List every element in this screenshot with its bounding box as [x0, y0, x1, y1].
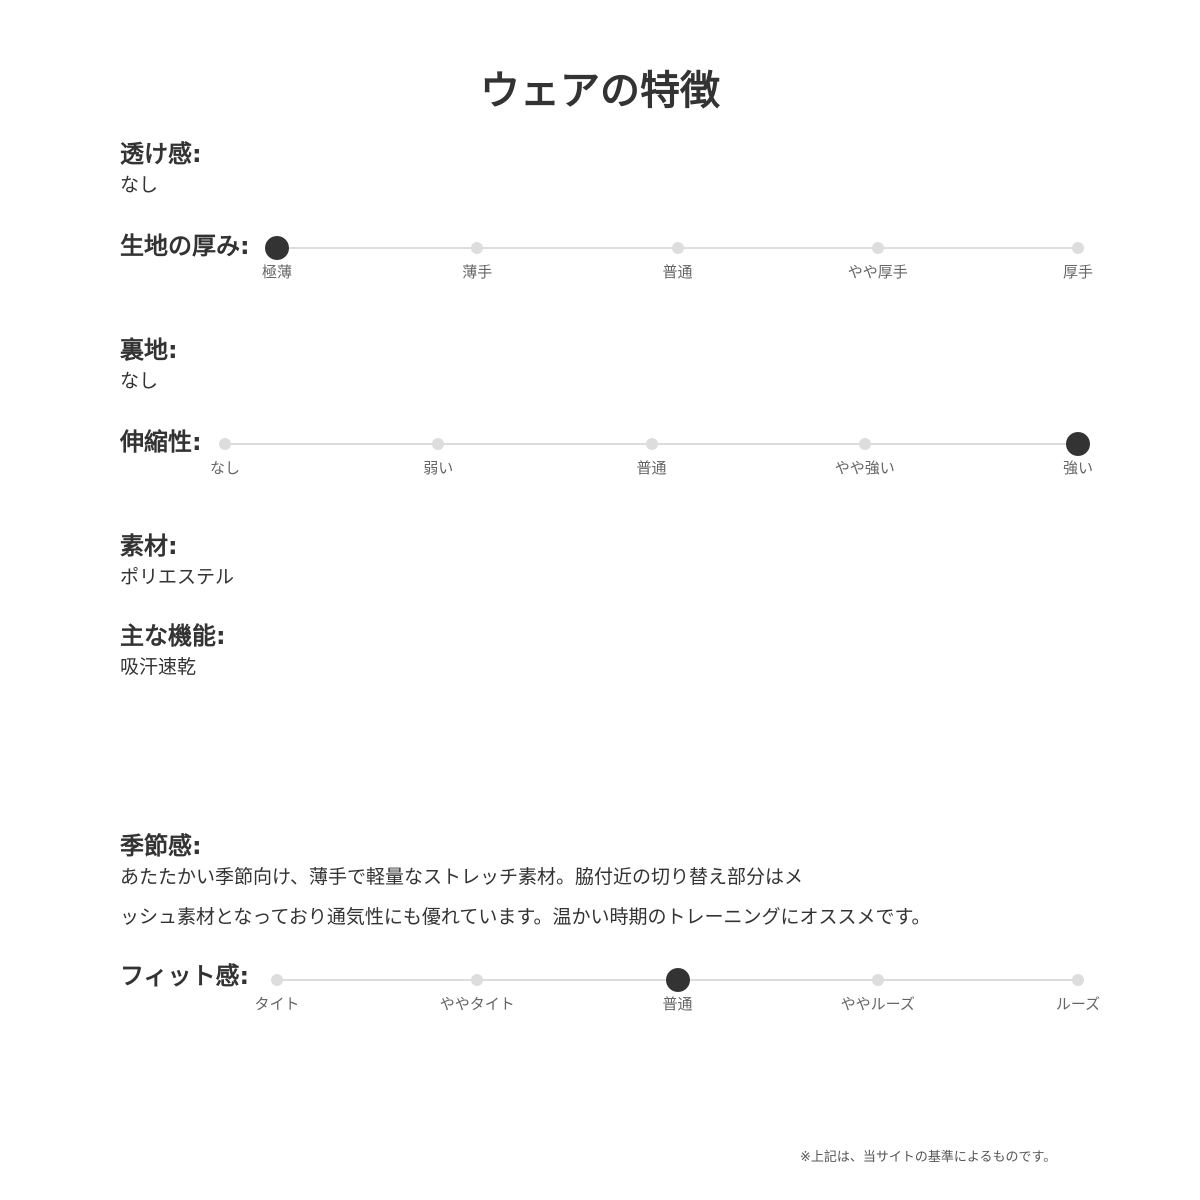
functions-label: 主な機能: — [120, 622, 226, 650]
thickness-selected-dot[interactable] — [265, 236, 289, 260]
thickness-dot[interactable] — [1072, 242, 1084, 254]
stretch-option-label: やや強い — [834, 459, 895, 477]
fit-dot[interactable] — [1072, 974, 1084, 986]
thickness-dot[interactable] — [871, 242, 884, 254]
fit-dot[interactable] — [271, 974, 283, 986]
stretch-option-label: 弱い — [423, 459, 454, 477]
stretch-dot[interactable] — [858, 438, 871, 450]
fit-option-label: ややタイト — [439, 995, 515, 1013]
thickness-label: 生地の厚み: — [120, 232, 250, 260]
thickness-option-label: やや厚手 — [847, 263, 908, 281]
fit-option-label: ややルーズ — [840, 995, 915, 1013]
material-value: ポリエステル — [120, 566, 235, 588]
stretch-dot[interactable] — [432, 438, 445, 450]
thickness-dot[interactable] — [671, 242, 684, 254]
fit-dot[interactable] — [471, 974, 484, 986]
season-text-line2: ッシュ素材となっており通気性にも優れています。温かい時期のトレーニングにオススメ… — [120, 906, 931, 928]
stretch-selected-dot[interactable] — [1066, 432, 1090, 456]
lining-label: 裏地: — [120, 336, 178, 364]
thickness-option-label: 厚手 — [1062, 263, 1094, 281]
footnote: ※上記は、当サイトの基準によるものです。 — [800, 1150, 1057, 1165]
thickness-option-label: 普通 — [662, 263, 693, 281]
transparency-label: 透け感: — [120, 140, 202, 168]
functions-value: 吸汗速乾 — [120, 656, 197, 678]
stretch-label: 伸縮性: — [120, 428, 202, 456]
stretch-option-label: なし — [209, 459, 241, 477]
fit-option-label: タイト — [254, 995, 300, 1013]
stretch-dot[interactable] — [219, 438, 231, 450]
fit-dot[interactable] — [871, 974, 884, 986]
season-text-line1: あたたかい季節向け、薄手で軽量なストレッチ素材。脇付近の切り替え部分はメ — [120, 866, 804, 888]
stretch-dot[interactable] — [645, 438, 658, 450]
thickness-option-label: 薄手 — [462, 263, 493, 281]
thickness-option-label: 極薄 — [261, 263, 293, 281]
stretch-option-label: 強い — [1062, 459, 1094, 477]
transparency-value: なし — [120, 174, 159, 196]
lining-value: なし — [120, 370, 159, 392]
season-label: 季節感: — [120, 832, 202, 860]
material-label: 素材: — [120, 532, 178, 560]
stretch-option-label: 普通 — [636, 459, 667, 477]
fit-option-label: 普通 — [662, 995, 693, 1013]
fit-option-label: ルーズ — [1055, 995, 1101, 1013]
fit-selected-dot[interactable] — [665, 968, 690, 992]
fit-label: フィット感: — [120, 962, 250, 990]
page-title: ウェアの特徴 — [480, 68, 720, 114]
thickness-dot[interactable] — [471, 242, 484, 254]
